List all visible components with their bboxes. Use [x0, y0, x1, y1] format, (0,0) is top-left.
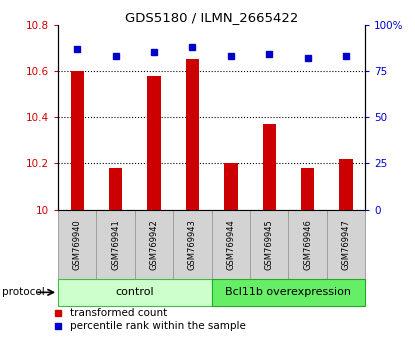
Text: GSM769945: GSM769945 — [265, 219, 274, 270]
Bar — [250, 210, 288, 279]
Bar — [173, 210, 212, 279]
Bar — [301, 168, 314, 210]
Bar — [263, 124, 276, 210]
Text: GSM769944: GSM769944 — [226, 219, 235, 270]
Text: protocol: protocol — [2, 287, 45, 297]
Text: GSM769946: GSM769946 — [303, 219, 312, 270]
Bar — [186, 59, 199, 210]
Text: GSM769942: GSM769942 — [149, 219, 159, 270]
Bar — [147, 76, 161, 210]
Bar — [58, 210, 96, 279]
Bar — [339, 159, 353, 210]
Text: control: control — [115, 287, 154, 297]
Text: GSM769941: GSM769941 — [111, 219, 120, 270]
Title: GDS5180 / ILMN_2665422: GDS5180 / ILMN_2665422 — [125, 11, 298, 24]
Text: transformed count: transformed count — [71, 308, 168, 318]
Bar — [58, 279, 212, 306]
Bar — [327, 210, 365, 279]
Bar — [212, 279, 365, 306]
Bar — [96, 210, 135, 279]
Bar — [109, 168, 122, 210]
Bar — [288, 210, 327, 279]
Text: GSM769943: GSM769943 — [188, 219, 197, 270]
Bar — [71, 71, 84, 210]
Text: GSM769940: GSM769940 — [73, 219, 82, 270]
Text: GSM769947: GSM769947 — [342, 219, 351, 270]
Text: percentile rank within the sample: percentile rank within the sample — [71, 321, 246, 331]
Bar — [224, 163, 237, 210]
Bar — [135, 210, 173, 279]
Text: Bcl11b overexpression: Bcl11b overexpression — [225, 287, 352, 297]
Bar — [212, 210, 250, 279]
